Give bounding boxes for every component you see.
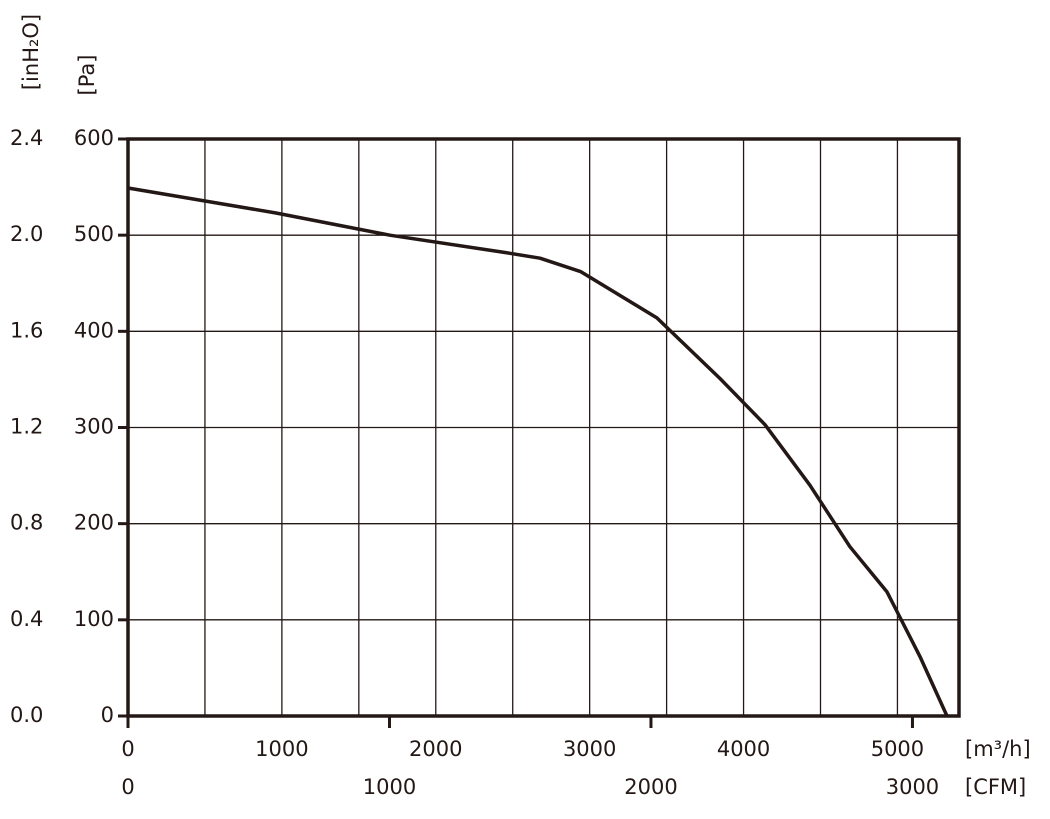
x-tick-label: 0 bbox=[121, 737, 134, 761]
x-tick-label: 1000 bbox=[255, 737, 308, 761]
y-axis-label: [Pa] bbox=[75, 55, 99, 96]
x-tick-label: 5000 bbox=[871, 737, 924, 761]
y2-tick-label: 2.0 bbox=[10, 222, 43, 246]
plot-frame bbox=[126, 137, 961, 718]
y2-tick-label: 0.0 bbox=[10, 703, 43, 727]
y2-tick-label: 0.4 bbox=[10, 607, 43, 631]
y2-tick-label: 2.4 bbox=[10, 126, 43, 150]
x2-tick-label: 0 bbox=[121, 775, 134, 799]
y-tick-label: 500 bbox=[74, 222, 114, 246]
x-axis-label: [m³/h] bbox=[965, 737, 1031, 761]
x2-tick-label: 3000 bbox=[886, 775, 939, 799]
y2-tick-label: 1.6 bbox=[10, 318, 43, 342]
x2-tick-label: 2000 bbox=[624, 775, 677, 799]
x-tick-label: 2000 bbox=[409, 737, 462, 761]
y2-tick-label: 1.2 bbox=[10, 415, 43, 439]
y-tick-label: 100 bbox=[74, 607, 114, 631]
curve bbox=[127, 186, 949, 717]
x-tick-label: 4000 bbox=[717, 737, 770, 761]
y-tick-label: 400 bbox=[74, 318, 114, 342]
y-tick-label: 300 bbox=[74, 415, 114, 439]
x2-tick-label: 1000 bbox=[363, 775, 416, 799]
x-tick-label: 3000 bbox=[563, 737, 616, 761]
y-tick-label: 600 bbox=[74, 126, 114, 150]
y-tick-label: 200 bbox=[74, 511, 114, 535]
y2-tick-label: 0.8 bbox=[10, 511, 43, 535]
y2-axis-label: [inH₂O] bbox=[19, 14, 43, 90]
x2-axis-label: [CFM] bbox=[965, 775, 1026, 799]
y-tick-label: 0 bbox=[101, 703, 114, 727]
